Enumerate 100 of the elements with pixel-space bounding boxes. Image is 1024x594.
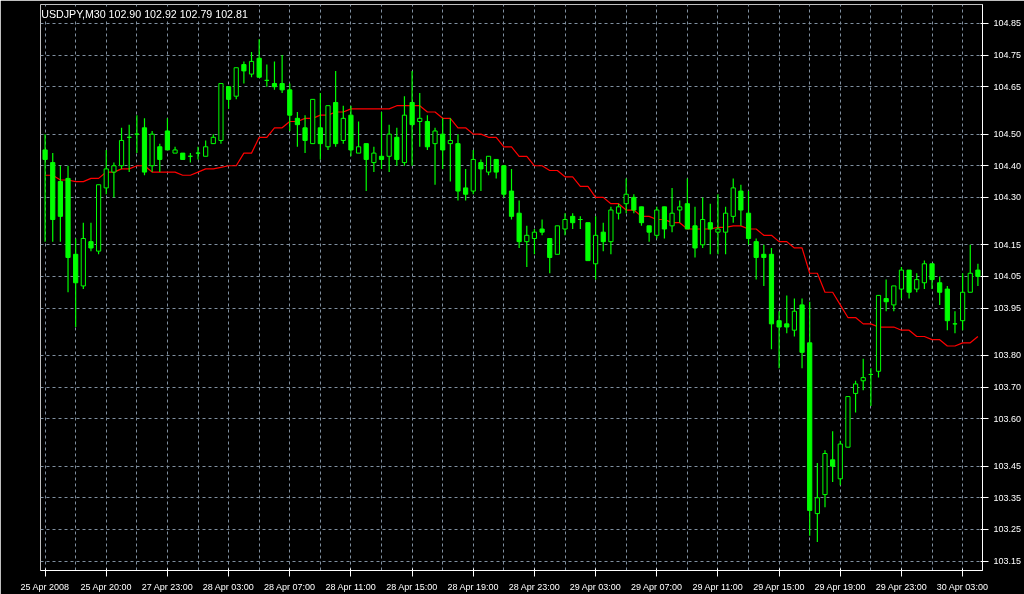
- candlestick: [631, 193, 637, 214]
- y-tick-label: 104.15: [993, 239, 1022, 250]
- x-tick-label: 28 Apr 03:00: [202, 581, 254, 592]
- candlestick: [967, 244, 973, 293]
- candlestick: [524, 225, 530, 268]
- candlestick: [248, 51, 255, 78]
- candlestick: [539, 218, 545, 236]
- candlestick: [860, 358, 866, 391]
- candlestick: [164, 117, 171, 151]
- y-tick-label: 103.25: [993, 524, 1022, 535]
- candlestick: [294, 111, 301, 148]
- x-tick-label: 25 Apr 20:00: [80, 581, 132, 592]
- y-tick-label: 104.85: [993, 18, 1022, 29]
- candlestick: [661, 206, 668, 240]
- candlestick: [478, 158, 484, 192]
- x-tick-label: 29 Apr 03:00: [569, 581, 621, 592]
- candlestick: [279, 54, 285, 94]
- candlestick: [929, 263, 935, 290]
- x-tick-label: 28 Apr 15:00: [386, 581, 438, 592]
- candlestick: [317, 92, 323, 161]
- candlestick: [921, 260, 927, 290]
- candlestick: [493, 158, 499, 180]
- candlestick: [394, 127, 400, 167]
- y-tick-label: 103.45: [993, 461, 1022, 472]
- candlestick: [355, 120, 362, 154]
- candlestick: [547, 237, 553, 274]
- x-tick-label: 28 Apr 07:00: [263, 581, 316, 592]
- candlestick: [937, 275, 943, 306]
- x-tick-label: 29 Apr 07:00: [631, 581, 683, 592]
- candlestick: [302, 114, 308, 154]
- x-tick-label: 30 Apr 03:00: [936, 581, 988, 592]
- candlestick: [256, 38, 262, 78]
- y-tick-label: 103.35: [993, 492, 1022, 503]
- x-tick-label: 28 Apr 19:00: [447, 581, 499, 592]
- x-tick-label: 27 Apr 23:00: [141, 581, 193, 592]
- y-tick-label: 104.65: [993, 81, 1022, 92]
- x-tick-label: 28 Apr 11:00: [325, 581, 376, 592]
- candlestick: [195, 146, 201, 161]
- x-tick-label: 29 Apr 23:00: [875, 581, 927, 592]
- candlestick: [814, 462, 820, 543]
- candlestick: [914, 272, 920, 293]
- y-tick-label: 103.15: [993, 556, 1022, 567]
- candlestick: [485, 155, 492, 176]
- candlestick: [784, 294, 790, 334]
- y-tick-label: 103.95: [993, 303, 1022, 314]
- candlestick: [722, 206, 729, 255]
- x-tick-label: 28 Apr 23:00: [508, 581, 560, 592]
- candlestick: [906, 269, 912, 300]
- candlestick: [378, 111, 385, 170]
- candlestick: [852, 380, 859, 413]
- y-tick-label: 104.30: [993, 192, 1022, 203]
- x-tick-label: 29 Apr 15:00: [753, 581, 805, 592]
- candlestick: [898, 266, 905, 300]
- candlestick: [715, 193, 721, 255]
- candlestick: [111, 162, 117, 198]
- candlestick: [271, 60, 278, 91]
- candlestick: [157, 143, 163, 173]
- candlestick: [753, 237, 759, 281]
- candlestick: [363, 143, 369, 192]
- candlestick: [738, 184, 744, 227]
- candlestick: [42, 133, 48, 243]
- candlestick: [692, 206, 698, 259]
- candlestick: [340, 105, 346, 145]
- candlestick: [830, 430, 836, 483]
- candlestick: [600, 222, 606, 252]
- y-tick-label: 103.70: [993, 382, 1022, 393]
- y-tick-label: 103.80: [993, 350, 1022, 361]
- candlestick: [638, 206, 645, 227]
- y-tick-label: 104.05: [993, 271, 1022, 282]
- x-tick-label: 29 Apr 19:00: [814, 581, 866, 592]
- annotation: USDJPY,M30 102.90 102.92 102.79 102.81: [41, 7, 248, 20]
- candlestick: [241, 60, 247, 85]
- x-tick-label: 29 Apr 11:00: [692, 581, 743, 592]
- candlestick: [646, 225, 652, 243]
- candlestick: [531, 228, 538, 255]
- candlestick: [677, 199, 683, 224]
- candlestick: [975, 263, 981, 287]
- candlestick: [761, 244, 767, 287]
- candlestick: [952, 310, 958, 334]
- candlestick: [134, 114, 140, 154]
- candlestick: [463, 168, 469, 202]
- candlestick: [791, 297, 798, 338]
- x-tick-label: 25 Apr 2008: [20, 581, 70, 592]
- candlestick: [103, 149, 109, 195]
- candlestick: [440, 117, 446, 170]
- candlestick: [225, 86, 232, 110]
- y-tick-label: 104.40: [993, 160, 1022, 171]
- candlestick: [386, 124, 392, 173]
- candlestick: [707, 203, 713, 255]
- y-tick-label: 103.60: [993, 413, 1022, 424]
- candlestick: [669, 187, 675, 233]
- candlestick: [417, 92, 423, 148]
- candlestick: [447, 117, 453, 183]
- candlestick: [562, 212, 568, 236]
- candlestick: [432, 127, 438, 186]
- candlestick: [88, 222, 94, 252]
- candlestick: [883, 278, 889, 312]
- candlestick: [409, 70, 415, 167]
- y-tick-label: 104.50: [993, 129, 1022, 140]
- candlestick: [776, 310, 782, 369]
